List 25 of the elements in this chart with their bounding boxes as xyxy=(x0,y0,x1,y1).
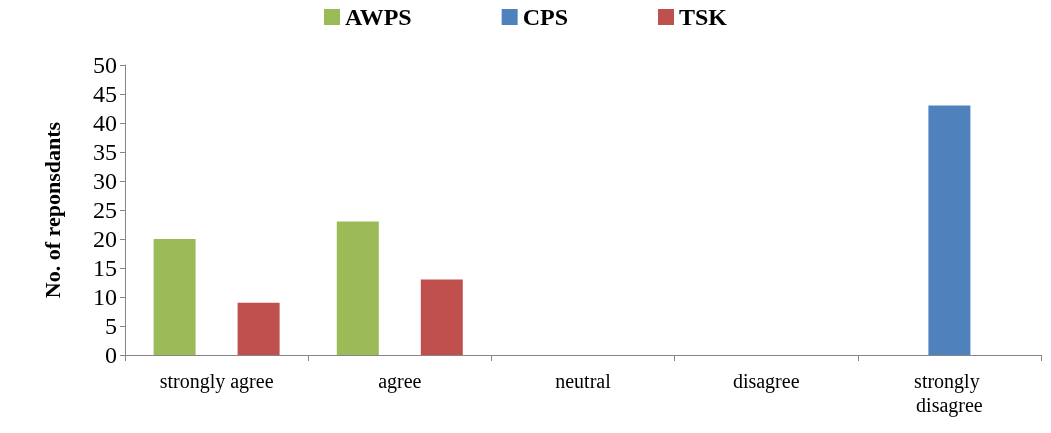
y-axis-title: No. of reponsdants xyxy=(39,121,65,299)
bar xyxy=(336,221,379,355)
y-tick-label: 5 xyxy=(105,313,117,339)
bar xyxy=(928,105,971,355)
bar xyxy=(420,279,463,355)
y-tick-label: 30 xyxy=(93,168,117,194)
y-tick-label: 10 xyxy=(93,284,117,310)
x-tick-label: strongly disagree xyxy=(914,370,985,417)
bar xyxy=(153,239,196,355)
x-tick-label: disagree xyxy=(732,370,800,393)
y-tick-label: 45 xyxy=(93,81,117,107)
y-tick-label: 0 xyxy=(105,342,117,368)
bar xyxy=(237,302,280,355)
y-tick-label: 15 xyxy=(93,255,117,281)
y-tick-label: 25 xyxy=(93,197,117,223)
x-tick-label: strongly agree xyxy=(159,370,274,393)
y-tick-label: 50 xyxy=(93,52,117,78)
y-tick-label: 40 xyxy=(93,110,117,136)
y-tick-label: 20 xyxy=(93,226,117,252)
x-tick-label: agree xyxy=(378,370,422,393)
x-tick-label: neutral xyxy=(555,370,612,392)
y-tick-label: 35 xyxy=(93,139,117,165)
legend-label: TSK xyxy=(679,4,728,30)
legend-label: AWPS xyxy=(344,4,412,30)
legend-label: CPS xyxy=(522,4,568,30)
